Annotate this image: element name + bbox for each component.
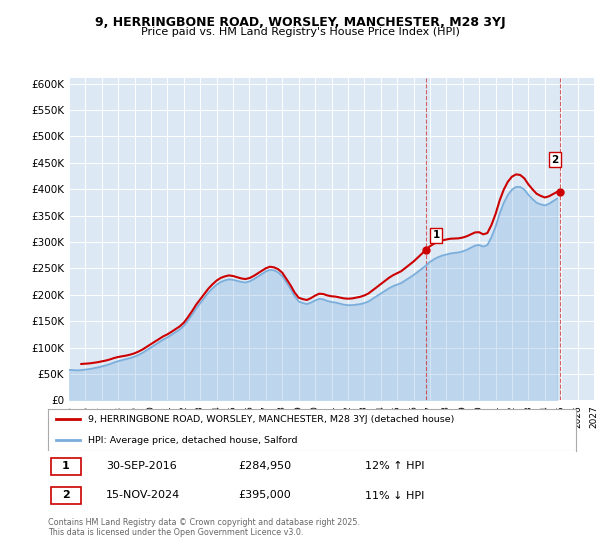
Text: £395,000: £395,000	[238, 491, 291, 501]
Text: 11% ↓ HPI: 11% ↓ HPI	[365, 491, 424, 501]
Text: 2: 2	[551, 155, 559, 165]
Text: Price paid vs. HM Land Registry's House Price Index (HPI): Price paid vs. HM Land Registry's House …	[140, 27, 460, 37]
Text: £284,950: £284,950	[238, 461, 291, 471]
Text: HPI: Average price, detached house, Salford: HPI: Average price, detached house, Salf…	[88, 436, 297, 445]
FancyBboxPatch shape	[50, 458, 81, 475]
FancyBboxPatch shape	[50, 487, 81, 504]
Text: 30-SEP-2016: 30-SEP-2016	[106, 461, 177, 471]
Text: 9, HERRINGBONE ROAD, WORSLEY, MANCHESTER, M28 3YJ (detached house): 9, HERRINGBONE ROAD, WORSLEY, MANCHESTER…	[88, 415, 454, 424]
Text: 15-NOV-2024: 15-NOV-2024	[106, 491, 181, 501]
Text: Contains HM Land Registry data © Crown copyright and database right 2025.
This d: Contains HM Land Registry data © Crown c…	[48, 518, 360, 538]
Text: 12% ↑ HPI: 12% ↑ HPI	[365, 461, 424, 471]
Text: 1: 1	[62, 461, 70, 471]
Text: 9, HERRINGBONE ROAD, WORSLEY, MANCHESTER, M28 3YJ: 9, HERRINGBONE ROAD, WORSLEY, MANCHESTER…	[95, 16, 505, 29]
Text: 2: 2	[62, 491, 70, 501]
Text: 1: 1	[433, 230, 440, 240]
